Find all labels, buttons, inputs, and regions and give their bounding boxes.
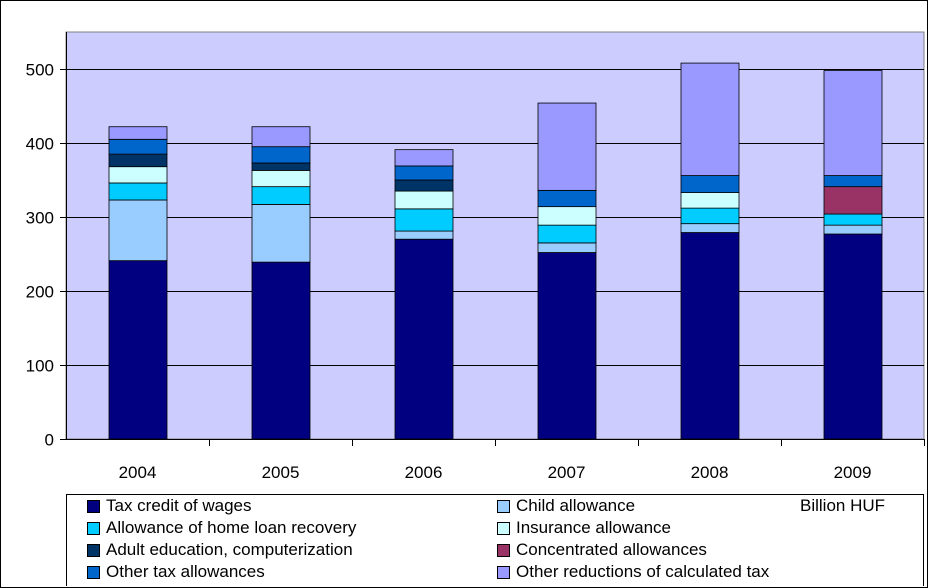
- bar-segment: [394, 179, 454, 192]
- bar-segment: [251, 261, 311, 440]
- bar-segment: [537, 189, 597, 208]
- legend-swatch: [87, 521, 100, 535]
- bar-segment: [823, 70, 883, 176]
- legend-label: Adult education, computerization: [106, 540, 353, 559]
- plot-area: [65, 31, 925, 440]
- bar-segment: [680, 232, 740, 440]
- legend-swatch: [87, 565, 100, 579]
- x-tick-label: 2008: [691, 463, 729, 482]
- legend-swatch: [87, 543, 100, 557]
- bar-segment: [537, 242, 597, 253]
- legend-swatch: [497, 499, 510, 513]
- legend-swatch: [497, 565, 510, 579]
- bar-segment: [108, 153, 168, 168]
- bar-segment: [108, 260, 168, 440]
- x-tick-label: 2009: [834, 463, 872, 482]
- legend: Tax credit of wages Child allowance Allowa…: [66, 494, 924, 586]
- bar-segment: [251, 186, 311, 205]
- bar-segment: [251, 169, 311, 188]
- bar-segment: [823, 186, 883, 215]
- bar-segment: [680, 192, 740, 209]
- bar-segment: [394, 238, 454, 440]
- x-tick-label: 2007: [548, 463, 586, 482]
- bar-segment: [108, 126, 168, 140]
- bar-segment: [394, 208, 454, 232]
- legend-label: Tax credit of wages: [106, 496, 252, 515]
- bar-segment: [680, 62, 740, 176]
- legend-label: Allowance of home loan recovery: [106, 518, 357, 537]
- bar-segment: [394, 149, 454, 167]
- legend-label: Child allowance: [516, 496, 636, 515]
- bar-segment: [251, 204, 311, 263]
- legend-swatch: [497, 521, 510, 535]
- bar-segment: [394, 230, 454, 240]
- bar-segment: [823, 233, 883, 440]
- legend-item: Child allowance: [497, 495, 635, 517]
- legend-item: Other tax allowances: [87, 561, 265, 583]
- legend-item: Insurance allowance: [497, 517, 671, 539]
- bar-segment: [394, 165, 454, 181]
- x-tick-label: 2005: [262, 463, 300, 482]
- legend-label: Other reductions of calculated tax: [516, 562, 770, 581]
- bar-segment: [251, 146, 311, 164]
- bar-segment: [680, 175, 740, 193]
- y-tick-label: 400: [26, 135, 54, 154]
- bar-segment: [680, 223, 740, 233]
- legend-item: Other reductions of calculated tax: [497, 561, 769, 583]
- x-tick-label: 2004: [119, 463, 157, 482]
- bar-segment: [823, 175, 883, 188]
- legend-label: Insurance allowance: [516, 518, 671, 537]
- bar-segment: [537, 224, 597, 244]
- bar-segment: [108, 199, 168, 262]
- y-tick-label: 100: [26, 357, 54, 376]
- bar-segment: [394, 190, 454, 210]
- legend-label: Other tax allowances: [106, 562, 265, 581]
- bar-segment: [537, 102, 597, 191]
- y-tick-label: 300: [26, 209, 54, 228]
- legend-item: Adult education, computerization: [87, 539, 353, 561]
- legend-item: Allowance of home loan recovery: [87, 517, 356, 539]
- y-tick-label: 500: [26, 61, 54, 80]
- bar-segment: [251, 126, 311, 148]
- bar-segment: [537, 206, 597, 226]
- bar-segment: [823, 224, 883, 235]
- bar-segment: [108, 182, 168, 201]
- legend-swatch: [87, 499, 100, 513]
- bar-segment: [823, 213, 883, 226]
- bar-segment: [108, 166, 168, 184]
- bar-segment: [251, 162, 311, 171]
- bar-segment: [108, 138, 168, 155]
- legend-item: Concentrated allowances: [497, 539, 707, 561]
- y-tick-label: 200: [26, 283, 54, 302]
- bar-segment: [680, 207, 740, 225]
- legend-label: Concentrated allowances: [516, 540, 707, 559]
- unit-label: Billion HUF: [800, 496, 886, 515]
- y-tick-label: 0: [45, 431, 54, 450]
- x-tick-label: 2006: [405, 463, 443, 482]
- legend-item: Tax credit of wages: [87, 495, 252, 517]
- bar-segment: [537, 252, 597, 440]
- legend-swatch: [497, 543, 510, 557]
